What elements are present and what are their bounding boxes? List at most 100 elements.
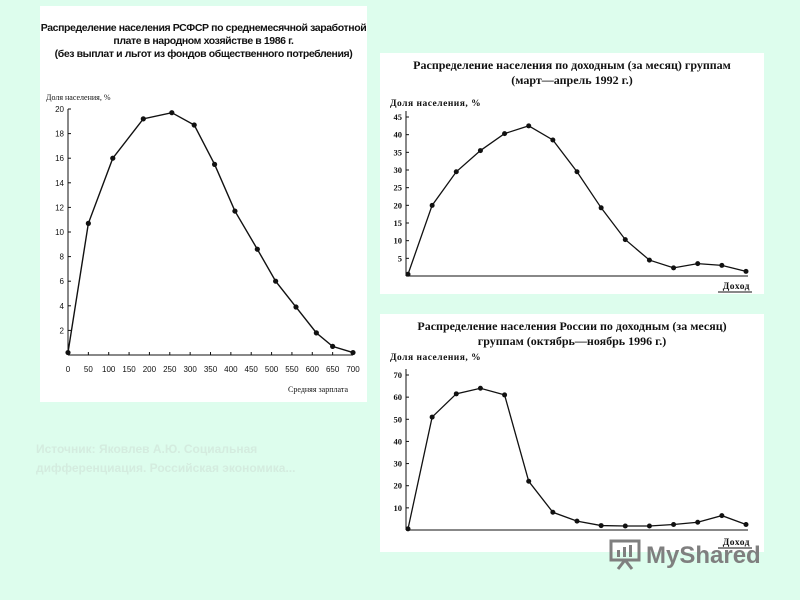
chart-1986-x-tick-label: 100 [102,365,116,374]
chart-1986-x-tick-label: 0 [66,365,71,374]
chart-1992-title-line-2: (март—апрель 1992 г.) [511,73,633,87]
chart-1996-data-point [550,509,556,515]
chart-1992-data-point [671,265,677,271]
chart-1996-data-point [598,523,604,529]
chart-1992-data-point [453,169,459,175]
chart-1986-data-point [273,278,279,284]
chart-1986-data-point [232,208,238,214]
chart-1986-x-tick-label: 700 [346,365,360,374]
chart-1992-y-tick-label: 25 [394,183,403,193]
chart-1996-data-point [671,521,677,527]
chart-1992-panel: Распределение населения по доходным (за … [380,53,764,294]
chart-1986-data-point [110,155,116,161]
chart-1992-data-point [550,137,556,143]
chart-1992-y-tick-label: 20 [394,200,403,210]
chart-1996-data-point [719,513,725,519]
chart-1992-title-line-1: Распределение населения по доходным (за … [413,58,731,72]
chart-1992-series-line [407,125,747,275]
chart-1986-y-tick-label: 12 [55,203,64,212]
watermark-text: MyShared [646,542,761,569]
chart-1986-x-tick-label: 150 [122,365,136,374]
chart-1992-data-point [695,261,701,267]
chart-1986-x-tick-label: 650 [326,365,340,374]
chart-1992-y-tick-label: 45 [394,112,403,122]
chart-1992-title: Распределение населения по доходным (за … [380,58,764,88]
chart-1996-y-tick-label: 20 [394,481,403,491]
chart-1996-data-point [646,523,652,529]
chart-1986-title-line-3: (без выплат и льгот из фондов общественн… [54,48,353,61]
chart-1986-data-point [293,304,299,310]
chart-1986-series-line [67,111,354,354]
chart-1996-data-point [453,391,459,397]
chart-1992-y-tick-label: 30 [394,165,403,175]
chart-1986-data-point [65,349,71,356]
chart-1992-data-point [743,268,749,274]
chart-1996-title-line-1: Распределение населения России по доходн… [417,319,727,333]
chart-1986-y-tick-label: 4 [60,302,65,311]
chart-1996-y-tick-label: 70 [394,370,403,380]
chart-1996-y-tick-label: 60 [394,392,403,402]
source-note: Источник: Яковлев А.Ю. Социальная диффер… [36,442,296,475]
chart-1986-x-tick-label: 200 [143,365,157,374]
chart-1992-data-point [646,257,652,263]
chart-1986-x-axis-label: Средняя зарплата [288,385,348,394]
chart-1986-y-axis-label: Доля населения, % [46,93,111,102]
chart-1992-data-point [598,205,604,211]
chart-1986-y-tick-label: 20 [55,105,64,114]
chart-1996-data-point [502,392,508,398]
chart-1986-panel: Распределение населения РСФСР по среднем… [40,6,367,402]
chart-1986-data-point [85,220,91,226]
chart-1986-y-tick-label: 16 [55,154,64,163]
chart-1986-x-tick-label: 50 [84,365,93,374]
chart-1986-data-point [191,122,197,128]
presentation-icon [608,537,642,576]
chart-1992-plot: 5 10 15 20 25 30 35 40 45 Доля населения, % Доход [390,99,752,293]
chart-1986-x-tick-label: 300 [183,365,197,374]
chart-1996-data-point [526,478,532,484]
chart-1996-data-point [477,385,483,391]
chart-1992-data-point [719,262,725,268]
chart-1986-data-point [169,110,175,116]
chart-1992-data-point [477,148,483,154]
chart-1996-y-tick-label: 10 [394,503,403,513]
chart-1992-data-point [622,237,628,243]
chart-1986-title-line-2: плате в народном хозяйстве в 1986 г. [113,35,294,48]
chart-1986-y-tick-label: 8 [60,253,65,262]
chart-1996-title: Распределение населения России по доходн… [380,319,764,349]
chart-1996-data-point [743,521,749,527]
chart-1986-x-tick-label: 250 [163,365,177,374]
chart-1996-data-point [695,519,701,525]
chart-1986-x-tick-label: 600 [306,365,320,374]
chart-1986-data-point [350,349,356,356]
chart-1986-x-tick-label: 500 [265,365,279,374]
chart-1986-data-point [211,161,218,167]
chart-1986-y-tick-label: 18 [55,130,64,139]
chart-1992-y-tick-label: 5 [398,253,402,263]
chart-1986-x-tick-label: 550 [285,365,299,374]
chart-1992-y-axis-label: Доля населения, % [390,99,481,109]
chart-1992-data-point [574,169,580,175]
chart-1992-y-tick-label: 10 [394,236,403,246]
chart-1986-data-point [313,330,319,336]
chart-1992-x-axis-label: Доход [723,282,750,292]
chart-1996-x-axis-label: Доход [723,538,750,548]
chart-1992-y-tick-label: 40 [394,130,403,140]
chart-1986-data-point [140,116,146,122]
chart-1992-data-point [429,202,435,208]
chart-1992-data-point [405,271,411,277]
chart-1992-y-tick-label: 35 [394,147,403,157]
chart-1986-x-tick-label: 350 [204,365,218,374]
chart-1986-x-tick-label: 400 [224,365,238,374]
chart-1986-title: Распределение населения РСФСР по среднем… [40,22,367,61]
chart-1992-data-point [526,123,532,129]
chart-1992-data-point [502,131,508,137]
watermark[interactable]: MyShared [608,536,778,576]
chart-1996-panel: Распределение населения России по доходн… [380,314,764,552]
chart-1996-series-line [407,387,747,530]
chart-1986-data-point [330,343,336,349]
chart-1986-y-tick-label: 2 [60,326,65,335]
chart-1996-y-tick-label: 40 [394,436,403,446]
chart-1996-y-axis-label: Доля населения, % [390,353,481,363]
chart-1986-data-point [254,246,260,252]
